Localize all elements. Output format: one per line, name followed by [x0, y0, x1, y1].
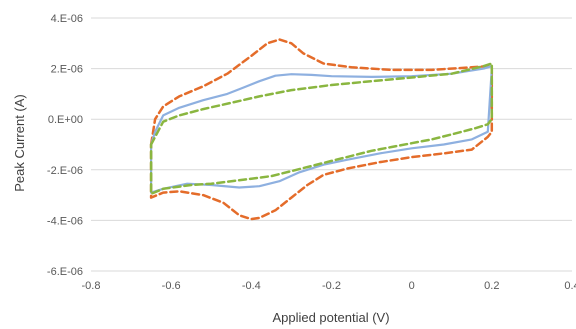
x-tick-labels: -0.8 -0.6 -0.4 -0.2 0 0.2 0.4 [82, 280, 576, 292]
y-gridlines [91, 17, 572, 272]
x-tick-label: 0 [409, 280, 415, 292]
x-tick-label: 0.2 [484, 280, 499, 292]
y-tick-label: 0.E+00 [48, 114, 83, 126]
y-tick-label: -2.E-06 [47, 165, 83, 177]
y-tick-label: 2.E-06 [51, 64, 83, 76]
x-axis-title: Applied potential (V) [272, 310, 389, 325]
series-lines [149, 38, 494, 221]
y-axis-title: Peak Current (A) [12, 94, 27, 192]
y-tick-labels: -6.E-06 -4.E-06 -2.E-06 0.E+00 2.E-06 4.E-06 [47, 13, 83, 278]
y-tick-label: -6.E-06 [47, 266, 83, 278]
series-line-3 [149, 62, 494, 196]
x-tick-label: -0.2 [322, 280, 341, 292]
x-tick-label: -0.4 [242, 280, 261, 292]
y-tick-label: 4.E-06 [51, 13, 83, 25]
series-line-1 [149, 38, 494, 221]
y-tick-label: -4.E-06 [47, 215, 83, 227]
x-tick-label: 0.4 [564, 280, 576, 292]
x-tick-label: -0.8 [82, 280, 101, 292]
x-tick-label: -0.6 [162, 280, 181, 292]
